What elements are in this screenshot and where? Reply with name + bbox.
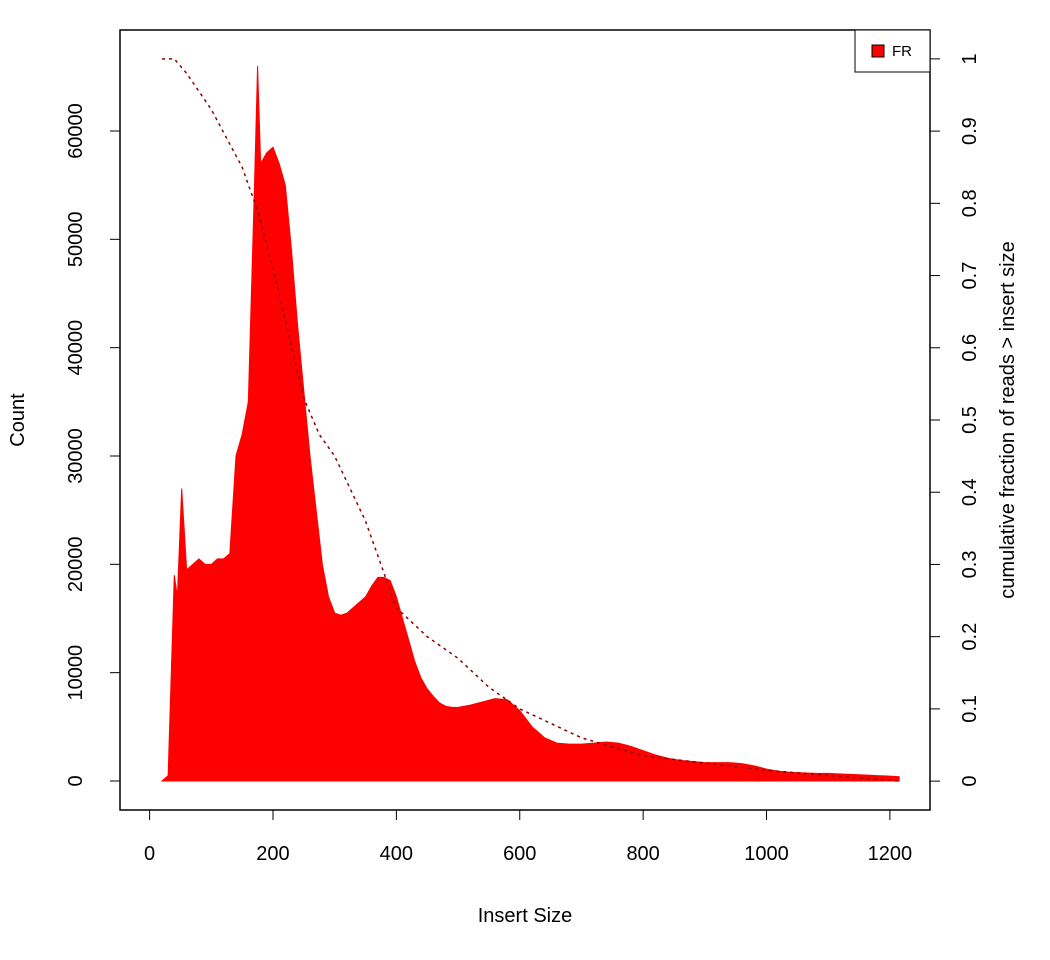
y-tick-label: 50000 — [65, 212, 87, 268]
x-tick-label: 1000 — [744, 843, 789, 865]
cumulative-line — [161, 58, 900, 782]
x-tick-label: 400 — [380, 843, 413, 865]
y-tick-label: 10000 — [65, 645, 87, 701]
y2-axis-label: cumulative fraction of reads > insert si… — [997, 241, 1019, 598]
y-tick-label: 20000 — [65, 537, 87, 593]
y2-tick-label: 0.9 — [959, 117, 981, 145]
histogram-area — [160, 65, 900, 782]
y2-tick-label: 0.4 — [959, 478, 981, 506]
x-tick-label: 200 — [256, 843, 289, 865]
y-axis-label: Count — [7, 393, 29, 447]
y2-tick-label: 0.5 — [959, 406, 981, 434]
y2-tick-label: 1 — [959, 53, 981, 64]
x-tick-label: 800 — [626, 843, 659, 865]
y-tick-label: 30000 — [65, 428, 87, 484]
y-tick-label: 60000 — [65, 103, 87, 159]
x-axis-label: Insert Size — [478, 905, 572, 927]
legend-label: FR — [892, 43, 912, 60]
x-tick-label: 600 — [503, 843, 536, 865]
y-tick-label: 40000 — [65, 320, 87, 376]
x-tick-label: 1200 — [868, 843, 913, 865]
legend-swatch — [871, 44, 885, 58]
y2-tick-label: 0.1 — [959, 695, 981, 723]
y2-tick-label: 0 — [959, 776, 981, 787]
legend-box — [854, 29, 931, 73]
y2-tick-label: 0.2 — [959, 623, 981, 651]
y2-tick-label: 0.7 — [959, 262, 981, 290]
y2-tick-label: 0.8 — [959, 189, 981, 217]
y-tick-label: 0 — [65, 775, 87, 786]
x-tick-label: 0 — [144, 843, 155, 865]
y2-tick-label: 0.3 — [959, 551, 981, 579]
y2-tick-label: 0.6 — [959, 334, 981, 362]
